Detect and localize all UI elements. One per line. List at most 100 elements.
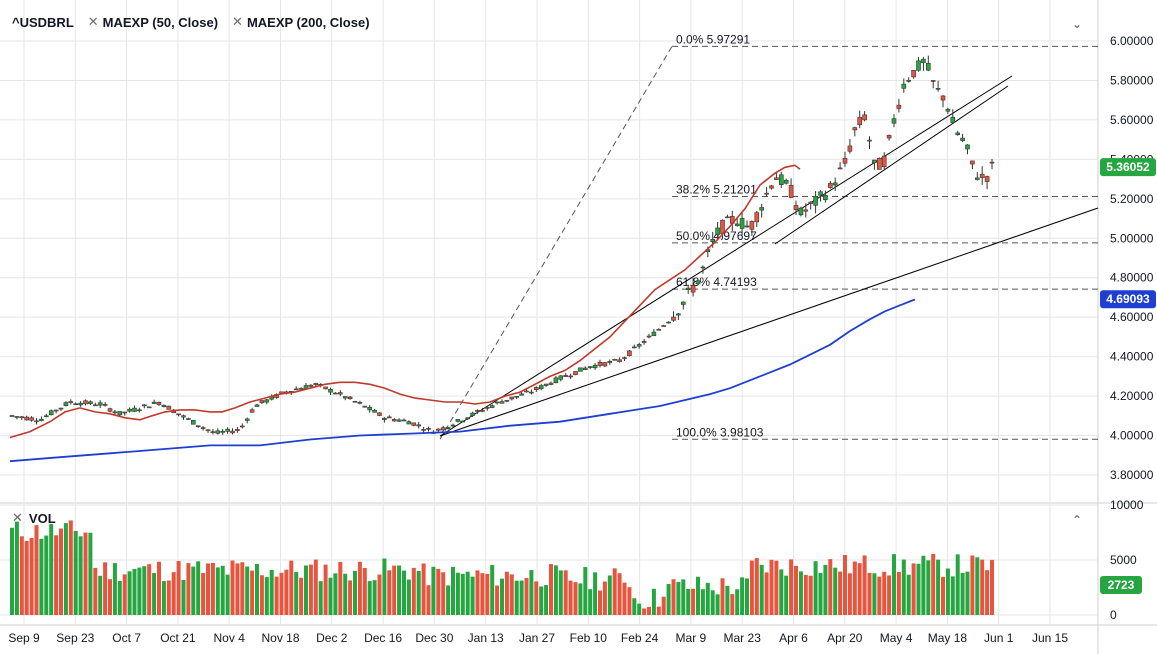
price-tick-label: 4.00000	[1110, 429, 1154, 443]
volume-bar	[436, 568, 441, 615]
ma50-label: MAEXP (50, Close)	[102, 14, 219, 30]
candle-body	[749, 221, 755, 230]
time-axis[interactable]: Sep 9 Sep 23 Oct 7 Oct 21 Nov 4 Nov 18 Dec 2 De…	[8, 631, 1068, 645]
price-tick-label: 5.60000	[1110, 113, 1154, 127]
candle-body	[803, 209, 809, 212]
volume-bar	[161, 581, 166, 615]
candle-body	[465, 417, 471, 420]
candle-body	[386, 416, 392, 419]
candle-body	[671, 316, 676, 321]
ma200-legend-item[interactable]: ✕ MAEXP (200, Close)	[232, 14, 370, 30]
volume-bar	[451, 566, 455, 615]
candle-body	[940, 95, 946, 101]
volume-bar	[112, 563, 117, 615]
volume-bar	[818, 572, 823, 615]
remove-volume-icon[interactable]: ✕	[12, 510, 23, 525]
volume-bar	[833, 567, 838, 615]
volume-bar	[784, 575, 789, 615]
volume-bar	[686, 588, 691, 615]
time-tick-label: Jun 1	[984, 631, 1014, 645]
candle-body	[823, 195, 828, 201]
candle-body	[323, 386, 328, 390]
fib-level-label: 38.2% 5.21201	[676, 182, 757, 196]
volume-bar	[49, 524, 54, 615]
ma50-legend-item[interactable]: ✕ MAEXP (50, Close)	[88, 14, 218, 30]
price-tick-label: 4.60000	[1110, 310, 1154, 324]
fib-level-label: 100.0% 3.98103	[676, 425, 764, 439]
candle-body	[78, 402, 83, 406]
candle-body	[529, 391, 534, 394]
volume-bar	[720, 578, 725, 615]
volume-bar	[372, 580, 377, 615]
volume-bar	[965, 571, 970, 615]
last-price-tag: 5.36052	[1100, 158, 1156, 177]
candle-body	[499, 401, 505, 404]
candle-body	[337, 392, 343, 395]
candle-body	[435, 428, 441, 431]
volume-axis[interactable]: 10000 5000 0	[1110, 498, 1144, 622]
volume-bar	[877, 576, 882, 615]
volume-bar	[362, 568, 367, 615]
candle-body	[901, 83, 907, 89]
candle-body	[514, 395, 520, 398]
candle-body	[367, 406, 373, 411]
volume-bar	[10, 527, 14, 615]
candle-body	[793, 205, 799, 210]
price-axis[interactable]: 6.000005.800005.600005.400005.200005.000…	[1110, 34, 1154, 482]
candle-body	[685, 287, 691, 290]
remove-ma50-icon[interactable]: ✕	[87, 14, 99, 29]
volume-bar	[215, 567, 220, 615]
volume-bar	[960, 572, 965, 615]
upper-trend-line	[439, 75, 1013, 437]
time-tick-label: Feb 10	[570, 631, 608, 645]
volume-bar	[926, 560, 931, 615]
volume-bar	[921, 555, 926, 615]
volume-bar	[142, 566, 147, 615]
chevron-up-icon[interactable]: ⌃	[1071, 513, 1083, 527]
candle-body	[558, 375, 564, 380]
time-tick-label: Nov 4	[214, 631, 246, 645]
candle-body	[710, 239, 716, 243]
candle-body	[220, 431, 225, 433]
volume-bar	[901, 559, 906, 615]
volume-bar	[406, 579, 411, 615]
volume-bar	[970, 555, 975, 615]
candle-body	[372, 409, 377, 413]
volume-bar	[627, 587, 632, 615]
candle-body	[847, 145, 853, 152]
candle-body	[200, 427, 206, 429]
candle-body	[582, 367, 588, 371]
volume-last-tag-text: 2723	[1108, 578, 1135, 592]
time-tick-label: Oct 7	[112, 631, 141, 645]
candle-body	[538, 385, 544, 389]
volume-bar	[651, 588, 656, 615]
volume-bar	[847, 573, 852, 615]
ma200-price-tag-text: 4.69093	[1106, 292, 1150, 306]
candle-body	[916, 60, 921, 71]
chevron-down-icon[interactable]: ⌄	[1071, 17, 1083, 31]
candle-body	[235, 428, 240, 431]
volume-bar	[24, 540, 29, 615]
symbol-legend-item[interactable]: ^USDBRL	[12, 14, 74, 30]
volume-bar	[700, 589, 705, 615]
candle-body	[607, 361, 613, 363]
candle-body	[132, 407, 137, 412]
remove-ma200-icon[interactable]: ✕	[232, 14, 243, 29]
candle-body	[725, 216, 730, 219]
candle-body	[9, 415, 15, 417]
volume-bar	[828, 559, 833, 615]
candle-body	[881, 155, 887, 168]
candle-body	[475, 410, 480, 412]
volume-bar	[196, 561, 201, 615]
volume-bar	[764, 572, 769, 615]
candle-body	[925, 62, 931, 71]
volume-bar	[377, 574, 382, 615]
candle-body	[347, 396, 353, 400]
time-tick-label: Dec 30	[415, 631, 453, 645]
candle-body	[862, 114, 867, 121]
candle-body	[401, 419, 407, 422]
candle-body	[382, 417, 387, 420]
volume-bar	[255, 564, 259, 615]
candle-body	[764, 192, 769, 195]
